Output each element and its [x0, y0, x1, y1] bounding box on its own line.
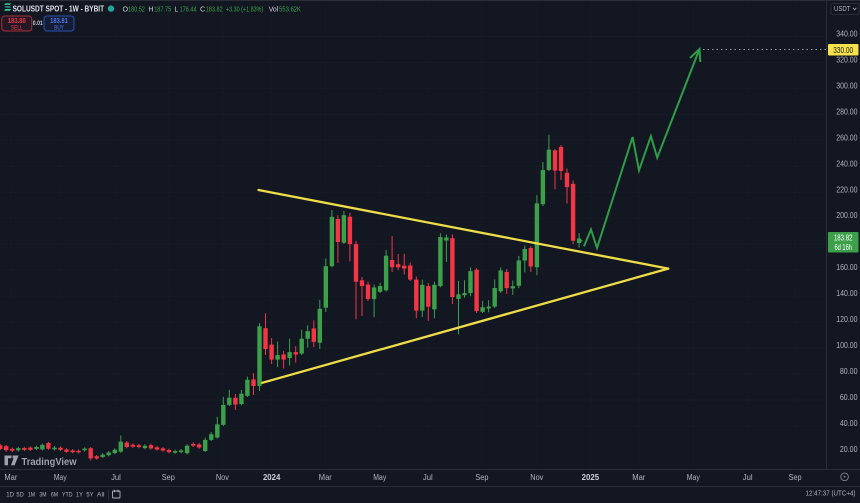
svg-text:YTD: YTD: [62, 492, 73, 499]
svg-text:6d 16h: 6d 16h: [834, 243, 852, 252]
svg-text:Sep: Sep: [789, 473, 803, 482]
svg-text:240.00: 240.00: [836, 159, 858, 168]
svg-text:60.00: 60.00: [840, 393, 858, 402]
svg-text:Jul: Jul: [743, 473, 753, 482]
svg-text:40.00: 40.00: [840, 419, 858, 428]
svg-text:1Y: 1Y: [76, 492, 84, 499]
svg-text:3M: 3M: [39, 492, 46, 499]
svg-text:Mar: Mar: [319, 473, 332, 482]
svg-text:20.00: 20.00: [840, 445, 858, 454]
svg-text:Jul: Jul: [111, 473, 121, 482]
svg-text:May: May: [54, 473, 67, 482]
svg-text:2024: 2024: [263, 473, 281, 482]
svg-text:USDT: USDT: [834, 4, 851, 13]
svg-text:330.00: 330.00: [833, 45, 853, 55]
svg-text:12:47:37 (UTC+4): 12:47:37 (UTC+4): [806, 488, 856, 497]
svg-text:300.00: 300.00: [836, 81, 858, 90]
svg-text:Sep: Sep: [475, 473, 489, 482]
svg-text:2025: 2025: [582, 473, 600, 482]
svg-text:5Y: 5Y: [86, 492, 94, 499]
svg-text:Nov: Nov: [530, 473, 543, 482]
svg-text:Jul: Jul: [423, 473, 433, 482]
svg-text:183.80: 183.80: [8, 18, 26, 25]
svg-text:1D: 1D: [6, 492, 14, 499]
svg-text:340.00: 340.00: [836, 30, 858, 39]
svg-text:80.00: 80.00: [840, 367, 858, 376]
svg-text:May: May: [373, 473, 386, 482]
svg-text:1M: 1M: [28, 492, 35, 499]
svg-text:100.00: 100.00: [836, 341, 858, 350]
svg-text:5D: 5D: [16, 492, 24, 499]
svg-text:6M: 6M: [51, 492, 58, 499]
svg-text:140.00: 140.00: [836, 289, 858, 298]
svg-text:120.00: 120.00: [836, 315, 858, 324]
svg-text:200.00: 200.00: [836, 211, 858, 220]
svg-text:320.00: 320.00: [836, 55, 858, 64]
svg-text:183.82: 183.82: [834, 233, 853, 242]
svg-text:BUY: BUY: [54, 25, 64, 32]
svg-text:SELL: SELL: [11, 25, 23, 32]
svg-text:TradingView: TradingView: [22, 457, 78, 468]
svg-text:0.01: 0.01: [33, 20, 43, 27]
svg-text:220.00: 220.00: [836, 185, 858, 194]
svg-text:SOLUSDT SPOT - 1W - BYBIT: SOLUSDT SPOT - 1W - BYBIT: [13, 4, 105, 14]
svg-text:160.00: 160.00: [836, 263, 858, 272]
svg-text:280.00: 280.00: [836, 107, 858, 116]
svg-text:Mar: Mar: [4, 473, 17, 482]
svg-text:May: May: [687, 473, 700, 482]
svg-text:Sep: Sep: [162, 473, 176, 482]
svg-text:Nov: Nov: [216, 473, 229, 482]
svg-text:All: All: [97, 492, 105, 499]
svg-text:Mar: Mar: [632, 473, 645, 482]
svg-text:260.00: 260.00: [836, 133, 858, 142]
svg-text:183.81: 183.81: [50, 18, 68, 25]
